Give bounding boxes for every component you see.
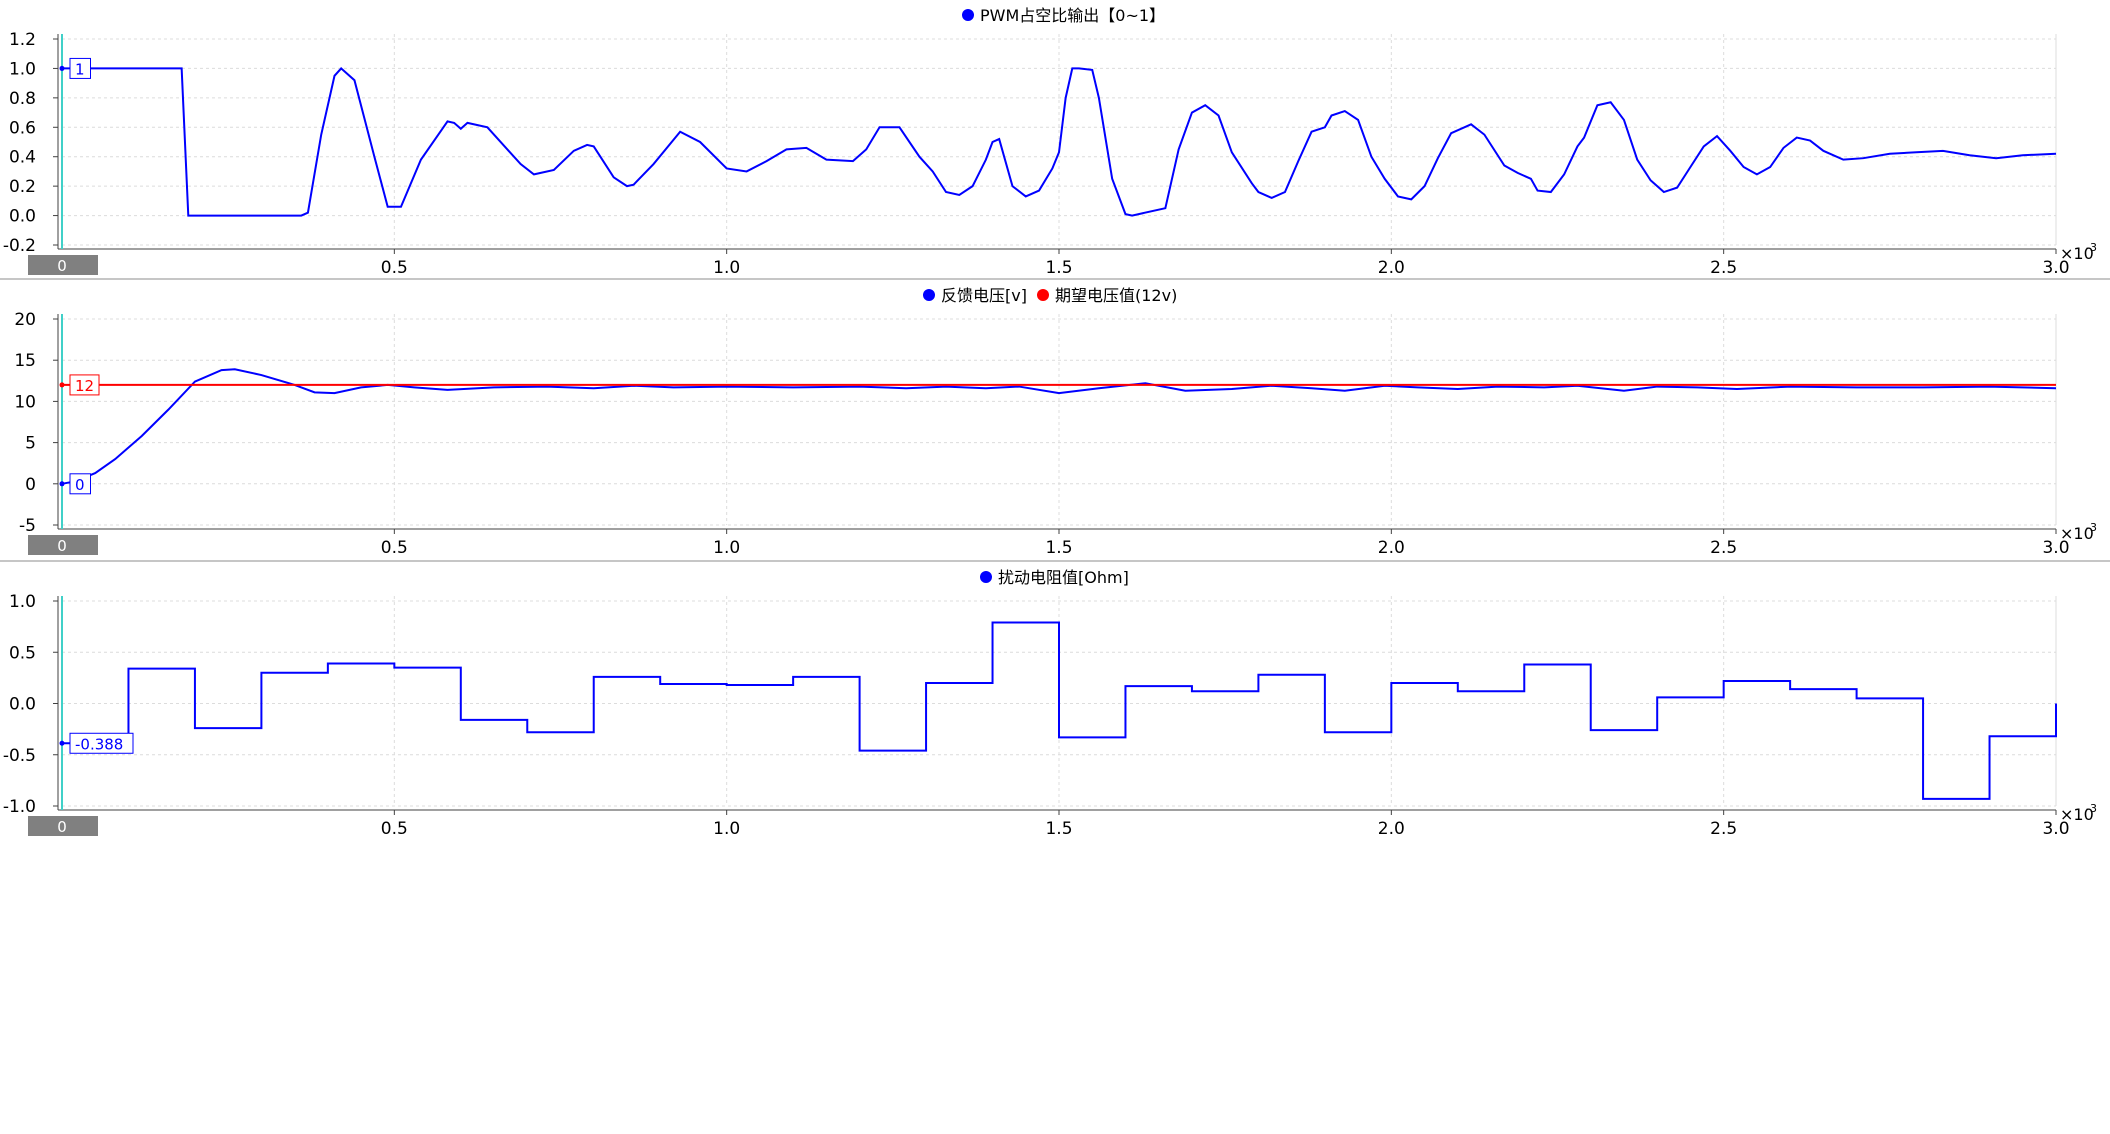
cursor-x-badge[interactable] xyxy=(28,816,98,836)
legend-label: 反馈电压[v] xyxy=(941,286,1027,305)
x-tick-label: 2.5 xyxy=(1710,538,1737,558)
cursor-x-badge-label: 0 xyxy=(57,537,67,555)
x-tick-label: 1.5 xyxy=(1045,258,1072,278)
x-axis-multiplier-exponent: -3 xyxy=(2086,521,2097,534)
cursor-x-badge[interactable] xyxy=(28,255,98,275)
y-tick-label: 1.0 xyxy=(9,59,36,79)
cursor-value-box xyxy=(69,732,134,754)
chart-panel-3: -1.0 -0.5 0.0 0.5 1.0 0.5 1.0 1.5 2.0 2.5 3.0×10-3… xyxy=(0,560,2110,839)
x-tick-label: 3.0 xyxy=(2042,258,2069,278)
y-tick-label: 0 xyxy=(25,475,36,495)
cursor-marker-dot xyxy=(59,65,65,71)
cursor-marker-dot xyxy=(59,382,65,388)
x-tick-label: 2.0 xyxy=(1378,819,1405,839)
x-tick-label: 1.0 xyxy=(713,538,740,558)
grid xyxy=(62,34,2057,246)
y-tick-label: 0.8 xyxy=(9,89,36,109)
y-tick-label: 0.0 xyxy=(9,695,36,715)
legend-marker xyxy=(962,9,974,21)
x-tick-label: 1.0 xyxy=(713,819,740,839)
x-axis-multiplier: ×10 xyxy=(2060,244,2094,263)
y-tick-label: 1.2 xyxy=(9,30,36,50)
series-line-1 xyxy=(61,368,2057,485)
cursor-value-label: 12 xyxy=(75,377,94,395)
y-tick-label: 0.4 xyxy=(9,148,36,168)
x-tick-label: 1.5 xyxy=(1045,819,1072,839)
y-tick-label: -5 xyxy=(19,516,36,536)
legend: PWM占空比输出【0~1】 xyxy=(962,6,1165,25)
x-tick-label: 0.5 xyxy=(381,538,408,558)
x-tick-label: 2.5 xyxy=(1710,819,1737,839)
x-tick-label: 2.0 xyxy=(1378,538,1405,558)
x-axis-multiplier-exponent: -3 xyxy=(2086,802,2097,815)
y-tick-label: 0.0 xyxy=(9,207,36,227)
chart-panel-2: -5 0 5 10 15 20 0.5 1.0 1.5 2.0 2.5 3.0×10-3 反馈电压[v]… xyxy=(0,278,2110,558)
y-tick-label: -1.0 xyxy=(3,797,36,817)
cursor-x-badge-label: 0 xyxy=(57,257,67,275)
cursor-x-badge-label: 0 xyxy=(57,818,67,836)
y-tick-label: 5 xyxy=(25,434,36,454)
legend-label: 期望电压值(12v) xyxy=(1055,286,1177,305)
legend: 反馈电压[v] 期望电压值(12v) xyxy=(923,286,1177,305)
x-axis-multiplier: ×10 xyxy=(2060,805,2094,824)
x-tick-label: 2.0 xyxy=(1378,258,1405,278)
cursor-value-label: 1 xyxy=(75,60,85,78)
cursor-marker-dot xyxy=(59,740,65,746)
y-tick-label: 0.5 xyxy=(9,643,36,663)
legend: 扰动电阻值[Ohm] xyxy=(980,568,1129,587)
grid xyxy=(62,314,2057,526)
cursor-marker-dot xyxy=(59,481,65,487)
legend-marker xyxy=(1037,289,1049,301)
cursor-value-box xyxy=(69,473,91,495)
x-tick-label: 2.5 xyxy=(1710,258,1737,278)
legend-label: PWM占空比输出【0~1】 xyxy=(980,6,1165,25)
x-tick-label: 1.0 xyxy=(713,258,740,278)
x-tick-label: 3.0 xyxy=(2042,538,2069,558)
y-tick-label: -0.2 xyxy=(3,236,36,256)
series-line-1 xyxy=(62,621,2057,800)
x-tick-label: 0.5 xyxy=(381,819,408,839)
series-line-1 xyxy=(62,67,2057,217)
x-tick-label: 0.5 xyxy=(381,258,408,278)
y-tick-label: 1.0 xyxy=(9,592,36,612)
cursor-value-label: -0.388 xyxy=(75,735,123,753)
legend-marker xyxy=(923,289,935,301)
y-tick-label: 15 xyxy=(14,351,36,371)
cursor-value-box xyxy=(69,374,100,396)
x-tick-label: 3.0 xyxy=(2042,819,2069,839)
x-tick-label: 1.5 xyxy=(1045,538,1072,558)
x-axis-multiplier-exponent: -3 xyxy=(2086,241,2097,254)
y-tick-label: 0.2 xyxy=(9,177,36,197)
y-tick-label: -0.5 xyxy=(3,746,36,766)
chart-panel-1: -0.2 0.0 0.2 0.4 0.6 0.8 1.0 1.2 0.5 1.0 1.5 2.0 2.5… xyxy=(3,6,2097,278)
cursor-value-label: 0 xyxy=(75,476,85,494)
cursor-x-badge[interactable] xyxy=(28,535,98,555)
cursor-value-box xyxy=(69,57,91,79)
x-axis-multiplier: ×10 xyxy=(2060,524,2094,543)
y-tick-label: 10 xyxy=(14,392,36,412)
legend-marker xyxy=(980,571,992,583)
y-tick-label: 20 xyxy=(14,310,36,330)
legend-label: 扰动电阻值[Ohm] xyxy=(998,568,1129,587)
y-tick-label: 0.6 xyxy=(9,118,36,138)
